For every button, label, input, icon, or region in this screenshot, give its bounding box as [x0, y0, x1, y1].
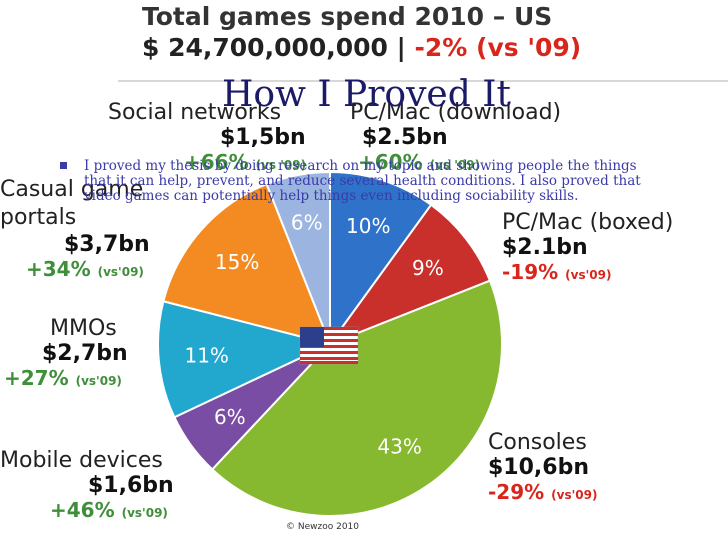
label-mobile-devices: Mobile devices $1,6bn +46% (vs'09)	[0, 448, 174, 522]
total-amount: $ 24,700,000,000 |	[142, 33, 406, 62]
chart-title: Total games spend 2010 – US	[142, 2, 553, 31]
total-spend: $ 24,700,000,000 | -2% (vs '09)	[142, 33, 581, 62]
slide-bullet: I proved my thesis by doing research on …	[60, 159, 660, 204]
slice-mmos	[157, 300, 333, 419]
slice-social-networks	[265, 170, 331, 345]
label-casual-portals: Casual game portals $3,7bn +34% (vs'09)	[0, 177, 150, 281]
copyright: © Newzoo 2010	[286, 522, 359, 532]
total-change: -2% (vs '09)	[414, 33, 582, 62]
percent-label: 11%	[184, 344, 228, 368]
percent-label: 6%	[291, 210, 323, 234]
bullet-square-icon	[60, 162, 67, 169]
slice-pc-download	[329, 170, 433, 348]
slice-consoles	[210, 279, 504, 518]
percent-label: 15%	[215, 250, 259, 274]
label-social-networks: Social networks $1,5bn +66% (vs '09)	[108, 100, 307, 174]
label-pc-boxed: PC/Mac (boxed) $2.1bn -19% (vs'09)	[502, 210, 674, 284]
percent-label: 10%	[346, 214, 390, 238]
slide-title: How I Proved It	[222, 74, 511, 115]
slice-pc-boxed	[327, 203, 492, 347]
label-consoles: Consoles $10,6bn -29% (vs'09)	[488, 430, 598, 504]
label-pc-download: PC/Mac (download) $2.5bn +60% (vs '09)	[350, 100, 562, 174]
header-divider	[118, 80, 728, 82]
percent-label: 43%	[377, 434, 421, 458]
slice-casual-portals	[162, 182, 332, 346]
label-mmos: MMOs $2,7bn +27% (vs'09)	[4, 316, 128, 390]
percent-label: 9%	[412, 256, 444, 280]
us-flag-icon	[299, 326, 359, 365]
percent-label: 6%	[214, 405, 246, 429]
